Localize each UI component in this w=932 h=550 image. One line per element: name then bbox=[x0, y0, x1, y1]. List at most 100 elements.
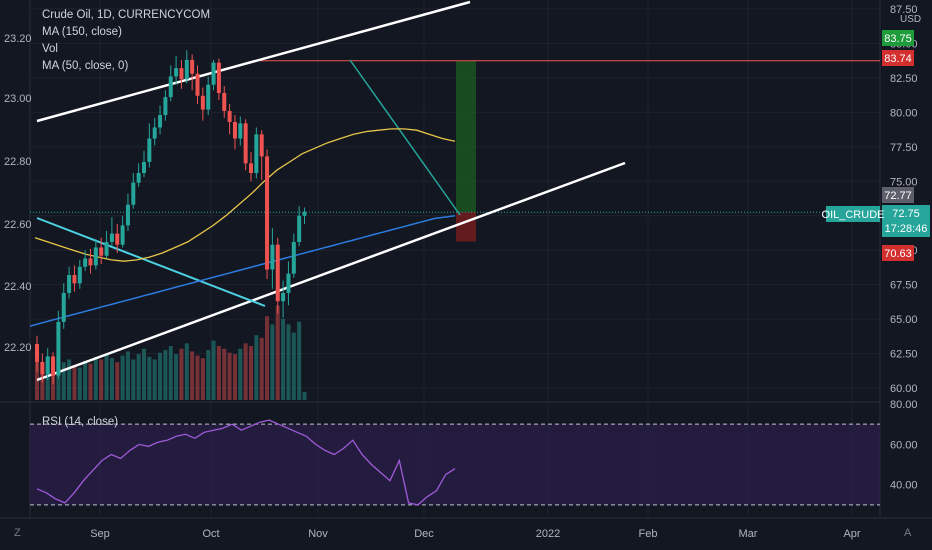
volume-bar bbox=[291, 332, 296, 400]
left-tick-label: 22.60 bbox=[4, 219, 32, 231]
candle-body bbox=[83, 258, 88, 267]
candle-body bbox=[61, 292, 66, 322]
volume-bar bbox=[265, 316, 270, 400]
volume-bar bbox=[302, 391, 307, 400]
volume-bar bbox=[190, 351, 195, 400]
badge-target-level-bg bbox=[882, 50, 914, 66]
badge-countdown: 17:28:46 bbox=[885, 223, 928, 235]
candle-body bbox=[56, 321, 61, 376]
candle-body bbox=[93, 247, 98, 266]
candle-body bbox=[88, 258, 93, 266]
currency-label: USD bbox=[900, 14, 921, 25]
left-tick-label: 23.20 bbox=[4, 33, 32, 45]
time-tick-label: 2022 bbox=[536, 528, 560, 540]
candle-body bbox=[206, 84, 211, 110]
candle-body bbox=[77, 266, 82, 284]
candle-body bbox=[243, 123, 248, 164]
auto-scale-icon[interactable]: A bbox=[904, 527, 912, 539]
volume-bar bbox=[104, 354, 109, 400]
badge-entry: 72.77 bbox=[884, 190, 912, 202]
volume-bar bbox=[297, 321, 302, 400]
upper-channel-line bbox=[36, 0, 471, 123]
chart-legend: Crude Oil, 1D, CURRENCYCOM MA (150, clos… bbox=[42, 7, 210, 75]
volume-bar bbox=[238, 348, 243, 400]
volume-bar bbox=[83, 360, 88, 400]
ma150-line bbox=[29, 214, 456, 327]
volume-bar bbox=[93, 356, 98, 400]
volume-bar bbox=[88, 363, 93, 400]
candle-body bbox=[51, 356, 56, 376]
badge-target-upper: 83.75 bbox=[884, 33, 912, 45]
badge-symbol-bg bbox=[826, 206, 880, 222]
price-tick-label: 87.50 bbox=[890, 4, 918, 16]
legend-vol[interactable]: Vol bbox=[42, 43, 58, 55]
candle-body bbox=[291, 241, 296, 274]
volume-bar bbox=[77, 367, 82, 400]
legend-symbol[interactable]: Crude Oil, 1D, CURRENCYCOM bbox=[42, 9, 211, 21]
candle-body bbox=[174, 68, 179, 77]
position-target-zone bbox=[456, 60, 476, 213]
candles bbox=[35, 50, 307, 384]
price-tick-label: 62.50 bbox=[890, 349, 918, 361]
legend-ma50[interactable]: MA (50, close, 0) bbox=[42, 60, 129, 72]
left-tick-label: 22.80 bbox=[4, 156, 32, 168]
rsi-tick-label: 80.00 bbox=[890, 399, 918, 411]
volume-bar bbox=[109, 358, 114, 400]
volume-bar bbox=[216, 346, 221, 400]
candle-body bbox=[158, 115, 163, 128]
price-tick-label: 77.50 bbox=[890, 142, 918, 154]
volume-bar bbox=[184, 343, 189, 400]
volume-bar bbox=[136, 354, 141, 400]
candle-body bbox=[168, 76, 173, 98]
volume-bar bbox=[281, 319, 286, 400]
volume-bar bbox=[243, 343, 248, 400]
candle-body bbox=[211, 62, 216, 85]
volume-bar bbox=[72, 364, 77, 400]
volume-bar bbox=[61, 362, 66, 400]
volume-bar bbox=[179, 348, 184, 400]
candle-body bbox=[72, 275, 77, 284]
candle-body bbox=[265, 156, 270, 270]
volume-bar bbox=[99, 359, 104, 400]
volume-bar bbox=[131, 359, 136, 400]
candle-body bbox=[200, 95, 205, 110]
time-tick-label: Nov bbox=[308, 528, 328, 540]
candle-body bbox=[152, 127, 157, 139]
volume-bar bbox=[125, 351, 130, 400]
rsi-pane bbox=[30, 419, 880, 506]
candle-body bbox=[232, 121, 237, 139]
volume-bar bbox=[142, 348, 146, 400]
candle-body bbox=[67, 275, 72, 293]
drawings[interactable] bbox=[30, 0, 880, 382]
descending-trendline-1 bbox=[36, 217, 266, 307]
candle-body bbox=[35, 343, 39, 362]
candle-body bbox=[249, 163, 253, 173]
price-tick-label: 80.00 bbox=[890, 107, 918, 119]
legend-ma150[interactable]: MA (150, close) bbox=[42, 26, 122, 38]
lower-channel-line bbox=[36, 161, 626, 382]
timezone-icon[interactable]: Z bbox=[14, 527, 21, 539]
time-tick-label: Mar bbox=[739, 528, 758, 540]
volume-bar bbox=[206, 350, 211, 400]
rsi-line bbox=[36, 419, 456, 506]
left-tick-label: 23.00 bbox=[4, 93, 32, 105]
volume-bar bbox=[168, 346, 173, 400]
candle-body bbox=[99, 247, 104, 256]
candle-body bbox=[142, 161, 146, 173]
badge-symbol: OIL_CRUDE bbox=[822, 209, 885, 221]
volume-bar bbox=[232, 354, 237, 400]
candle-body bbox=[302, 211, 307, 216]
candle-body bbox=[120, 225, 125, 245]
rsi-legend[interactable]: RSI (14, close) bbox=[42, 416, 119, 428]
time-tick-label: Dec bbox=[414, 528, 434, 540]
candle-body bbox=[184, 59, 189, 80]
badge-target-level: 83.74 bbox=[884, 53, 912, 65]
candle-body bbox=[179, 68, 184, 80]
candle-body bbox=[40, 361, 45, 375]
candle-body bbox=[104, 241, 109, 256]
time-tick-label: Sep bbox=[90, 528, 110, 540]
candle-body bbox=[281, 292, 286, 302]
left-tick-label: 22.20 bbox=[4, 342, 32, 354]
